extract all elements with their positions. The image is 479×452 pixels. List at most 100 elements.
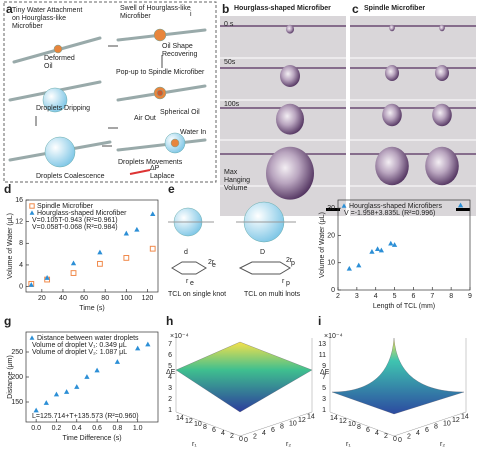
y-axis-label: Volume of Water (μL)	[319, 212, 326, 278]
y-tick-label: 0	[331, 287, 335, 294]
knot	[238, 261, 291, 275]
x-tick-label: 60	[80, 295, 88, 302]
y-tick-label: 14	[307, 414, 315, 421]
x-tick-label: 0	[393, 436, 397, 443]
x-tick-label: 4	[375, 430, 379, 437]
x-tick-label: 40	[59, 295, 67, 302]
y-axis-label: r₂	[286, 441, 291, 448]
panel-letter: d	[4, 182, 11, 196]
marker	[135, 345, 141, 351]
schematic-label: Droplets Coalescence	[36, 173, 105, 180]
diagram-label: D	[260, 249, 265, 256]
z-tick-label: 6	[168, 352, 172, 359]
x-axis-label: r₁	[192, 441, 197, 448]
marker	[369, 248, 375, 254]
marker	[457, 202, 464, 208]
marker	[70, 270, 77, 276]
legend-label: Distance between water droplets	[37, 335, 139, 342]
y-tick-label: 250	[11, 349, 23, 356]
z-tick-label: 11	[319, 352, 326, 359]
z-tick-label: 2	[168, 396, 172, 403]
z-tick-label: 1	[168, 407, 172, 414]
schematic-label: Microfiber	[12, 23, 43, 30]
y-tick-label: 30	[327, 205, 335, 212]
marker	[70, 260, 77, 266]
droplet	[286, 24, 294, 34]
y-tick-label: 10	[289, 420, 297, 427]
legend-label: Hourglass-shaped Microfibers	[349, 203, 442, 210]
panel-a-frame	[3, 1, 217, 183]
schematic-label: Recovering	[162, 51, 198, 58]
y-tick-label: 0	[398, 437, 402, 444]
schematic-label: Droplets Movements	[118, 159, 183, 166]
legend-marker	[29, 203, 35, 209]
y-tick-label: 4	[262, 430, 266, 437]
panel-letter: e	[168, 182, 175, 196]
x-tick-label: 10	[194, 421, 202, 428]
marker	[28, 282, 34, 287]
y-tick-label: 10	[443, 420, 451, 427]
y-tick-label: 8	[19, 240, 23, 247]
z-tick-label: 5	[322, 385, 326, 392]
row-label: Volume	[224, 185, 247, 192]
z-tick-label: 3	[322, 396, 326, 403]
x-tick-label: 2	[384, 433, 388, 440]
x-tick-label: 12	[339, 418, 347, 425]
row-label: 100s	[224, 101, 240, 108]
marker	[97, 260, 103, 267]
schematic-label: Oil Shape	[162, 43, 193, 50]
micrograph-title: Hourglass-shaped Microfiber	[234, 5, 331, 12]
row-label: 50s	[224, 59, 236, 66]
surface	[331, 337, 465, 415]
z-tick-label: 13	[318, 341, 326, 348]
knot	[171, 261, 207, 275]
z-axis-label: ΔE	[166, 369, 176, 376]
schematic-label: i	[190, 11, 192, 18]
x-tick-label: 0.0	[31, 425, 41, 432]
y-tick-label: 0	[244, 437, 248, 444]
y-tick-label: 16	[15, 197, 23, 204]
micrograph	[350, 16, 476, 216]
marker	[356, 262, 362, 268]
y-tick-label: 6	[425, 427, 429, 434]
droplet	[276, 103, 304, 135]
droplet	[389, 24, 395, 32]
x-tick-label: 0	[239, 436, 243, 443]
x-tick-label: 8	[203, 424, 207, 431]
x-axis-label: Time (s)	[79, 305, 104, 312]
y-axis-label: r₂	[440, 441, 445, 448]
droplet	[432, 103, 452, 127]
marker	[150, 211, 156, 216]
y-tick-label: 150	[11, 399, 23, 406]
schematic-label: Droplets Dripping	[36, 105, 90, 112]
schematic-label: Microfiber	[120, 13, 151, 20]
y-axis-label: Volume of Water (μL)	[7, 213, 14, 279]
x-axis-label: Time Difference (s)	[62, 435, 121, 442]
marker	[145, 341, 151, 347]
diagram-label: e	[190, 280, 194, 287]
x-tick-label: 100	[120, 295, 132, 302]
scale-bar	[326, 208, 340, 211]
diagram-label: r	[186, 278, 189, 285]
y-tick-label: 0	[19, 283, 23, 290]
diagram-label: r	[282, 278, 285, 285]
surface	[175, 341, 313, 413]
x-tick-label: 20	[38, 295, 46, 302]
y-tick-label: 2	[407, 434, 411, 441]
y-tick-label: 4	[19, 262, 23, 269]
axes-box	[329, 338, 467, 437]
z-tick-label: 7	[322, 374, 326, 381]
x-tick-label: 120	[142, 295, 154, 302]
diagram-label: 2r	[286, 257, 293, 264]
annotation: L=125.714+T+135.573 (R²=0.960)	[32, 413, 139, 420]
diagram-caption: TCL on single knot	[168, 291, 226, 298]
annotation: Volume of droplet V₁: 0.349 μL	[32, 342, 127, 349]
z-tick-label: 5	[168, 363, 172, 370]
annotation: V =-1.958+3.835L (R²=0.996)	[344, 210, 435, 217]
x-tick-label: 10	[348, 421, 356, 428]
schematic-label: Laplace	[150, 173, 175, 180]
marker	[53, 391, 60, 397]
marker	[374, 246, 381, 252]
marker	[97, 249, 103, 255]
micrograph-title: Spindle Microfiber	[364, 5, 425, 12]
